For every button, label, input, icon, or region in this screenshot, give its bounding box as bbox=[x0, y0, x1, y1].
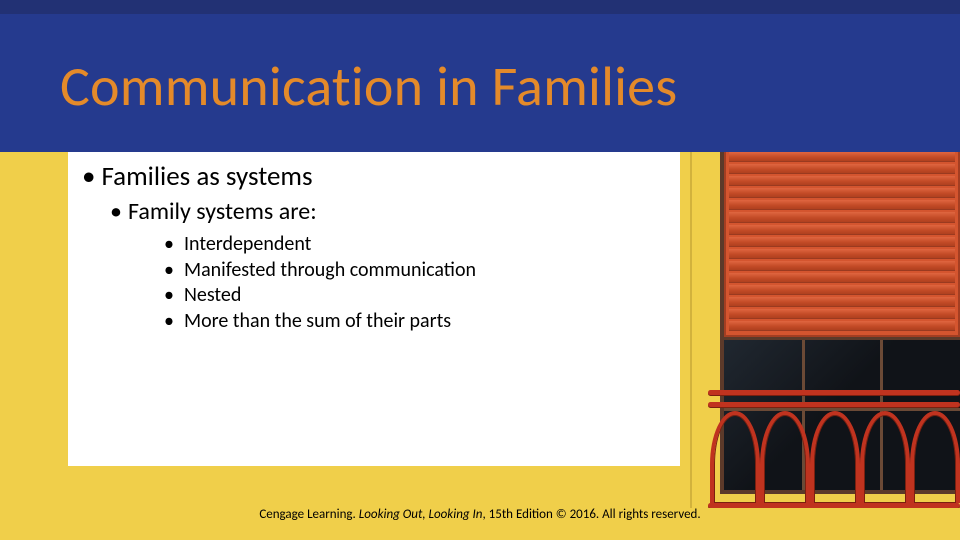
bullet-level3-item: Nested bbox=[164, 283, 662, 309]
bullet-level3-item: More than the sum of their parts bbox=[164, 309, 662, 335]
footer-attribution: Cengage Learning. Looking Out, Looking I… bbox=[0, 507, 960, 522]
footer-source-title: Looking Out, Looking In bbox=[359, 507, 483, 522]
footer-edition: , 15th Edition © 2016. All rights reserv… bbox=[482, 507, 700, 522]
bullet-level3-item: Manifested through communication bbox=[164, 258, 662, 284]
wall-seam bbox=[690, 152, 692, 508]
bullet-level3-list: Interdependent Manifested through commun… bbox=[164, 232, 662, 334]
slide: Communication in Families Families as sy… bbox=[0, 0, 960, 540]
footer-publisher: Cengage Learning. bbox=[259, 507, 356, 522]
slide-title: Communication in Families bbox=[60, 58, 677, 117]
decorative-photo bbox=[678, 152, 960, 508]
bullet-level3-item: Interdependent bbox=[164, 232, 662, 258]
shutter bbox=[724, 152, 960, 337]
window-glass bbox=[724, 337, 960, 490]
bullet-level1: Families as systems bbox=[82, 160, 662, 193]
window-inner bbox=[724, 152, 960, 490]
title-band-edge bbox=[0, 0, 960, 14]
content-body: Families as systems Family systems are: … bbox=[82, 160, 662, 334]
bullet-level2: Family systems are: bbox=[110, 197, 662, 226]
window-frame bbox=[720, 152, 960, 494]
